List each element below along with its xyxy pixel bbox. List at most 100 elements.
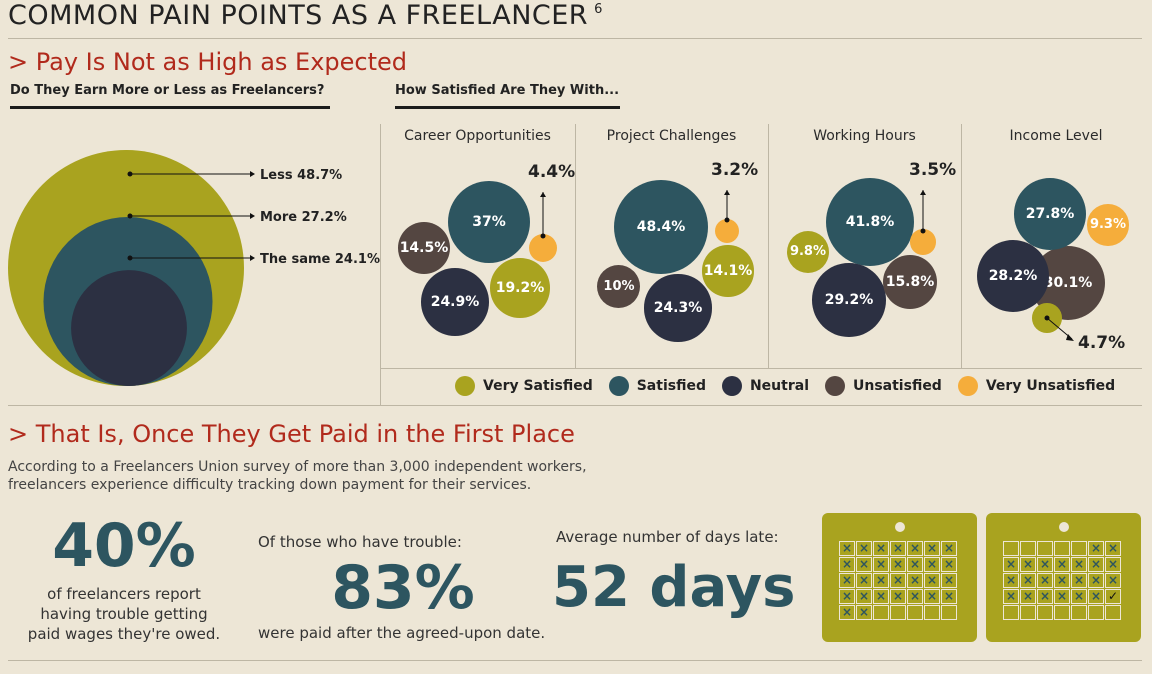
leader-arrow [250,171,255,177]
leader-svg [540,192,546,239]
calendar-day [1071,605,1087,620]
calendar-day: × [1071,557,1087,572]
calendar-day: × [941,573,957,588]
legend-swatch [455,376,475,396]
calendar-day [873,605,889,620]
leader-arrow [920,190,926,195]
calendar-day [1003,541,1019,556]
earn-same-circle [71,270,187,386]
bubble-neutral: 24.9% [421,268,489,336]
calendar-day: × [1054,573,1070,588]
bubble-label: 41.8% [845,213,895,230]
calendar-day [941,605,957,620]
calendar-day: × [890,557,906,572]
satisfaction-chart: Career Opportunities 37% 24.9% 19.2% 14.5% 4.… [380,124,1152,368]
bubble-unsatisfied: 15.8% [882,254,938,310]
legend-swatch [721,376,742,396]
bubble-very-satisfied: 9.8% [786,230,830,274]
leader-svg [724,190,730,223]
calendar-day: × [1020,573,1036,588]
stat1-caption: of freelancers report having trouble get… [8,584,240,644]
bottom-divider [8,660,1142,661]
outside-value-label: 4.4% [528,162,576,182]
calendar-day [1054,541,1070,556]
bubble-very-satisfied: 14.1% [702,245,754,297]
bubble-label: 15.8% [885,273,935,290]
calendar-day: × [941,557,957,572]
bubble-label: 9.8% [789,244,827,260]
calendar-day: × [941,589,957,604]
outside-value-label: 3.2% [711,160,759,180]
chart-baseline [380,368,1142,369]
bubble-label: 37% [472,213,506,230]
bubble-label: 48.4% [636,218,686,235]
column-divider [575,124,576,368]
calendar-month-1: × × × × × × × × × × × × × × × × × × × × × × × × × × × × × × [822,513,977,642]
legend-label: Unsatisfied [853,378,942,394]
bubble-label: 29.2% [824,291,874,308]
caption-line: having trouble getting [40,605,208,623]
bubble-label: 14.1% [703,262,753,279]
calendar-day: × [873,557,889,572]
caption-line: paid wages they're owed. [27,625,221,643]
title-footnote: 6 [594,2,603,17]
calendar-day: × [890,589,906,604]
calendar-day: × [1037,573,1053,588]
calendar-day: × [839,589,855,604]
leader-dot [1044,315,1050,321]
group-title: Career Opportunities [404,128,551,144]
calendar-ring-icon [895,522,905,532]
calendar-day: × [890,541,906,556]
calendar-day: × [907,573,923,588]
earn-same-label: The same 24.1% [260,252,380,267]
left-subhead: Do They Earn More or Less as Freelancers… [10,83,325,98]
calendar-day: × [1071,589,1087,604]
leader-arrow [540,192,546,197]
calendar-day: × [941,541,957,556]
calendar-day: × [856,573,872,588]
calendar-day: × [907,589,923,604]
column-divider [961,124,962,368]
bubble-very-unsatisfied: 9.3% [1087,204,1129,246]
calendar-day: × [924,541,940,556]
calendar-day: × [839,573,855,588]
left-subhead-underline [10,106,330,109]
leader-dot [540,233,546,239]
bubble-label: 10% [603,279,635,295]
outside-value-label: 4.7% [1078,333,1126,353]
bubble-satisfied: 41.8% [826,178,914,266]
calendar-day: × [1071,573,1087,588]
satisfaction-group-3: Income Level 30.1% 28.2% 27.8% 9.3% 4.7% [961,124,1151,368]
calendar-day: × [856,605,872,620]
leader-dot [920,228,926,234]
legend-item-very-unsatisfied: Very Unsatisfied [957,376,1115,396]
calendar-day: × [890,573,906,588]
calendar-day: × [1105,557,1121,572]
section2-intro: According to a Freelancers Union survey … [8,458,587,494]
bubble-neutral: 28.2% [976,239,1050,313]
bubble-very-satisfied: 19.2% [490,258,550,318]
calendar-day: × [839,557,855,572]
earnings-chart: Less 48.7% More 27.2% The same 24.1% [0,110,380,400]
calendar-day [907,605,923,620]
satisfaction-group-1: Project Challenges 48.4% 24.3% 14.1% 10% 3.2% [575,124,768,368]
stat-52-days: 52 days [552,555,796,620]
intro-line: freelancers experience difficulty tracki… [8,477,532,493]
bubble-satisfied: 27.8% [1014,178,1086,250]
calendar-month-2: × × × × × × × × × × × × × × × × × × × × × × ✓ [986,513,1141,642]
caption-line: of freelancers report [47,585,201,603]
legend-item-unsatisfied: Unsatisfied [825,376,942,396]
bubble-very-unsatisfied [910,229,936,255]
calendar-day [1037,605,1053,620]
bubble-label: 19.2% [495,279,545,296]
calendar-day: × [839,541,855,556]
stat3-pre: Average number of days late: [556,528,779,546]
calendar-ring-icon [1059,522,1069,532]
calendar-day: × [907,557,923,572]
bubble-label: 28.2% [988,267,1038,284]
calendar-day: × [1088,573,1104,588]
leader-arrow [724,190,730,195]
calendar-day: × [924,557,940,572]
legend-swatch [957,376,978,396]
bubble-very-unsatisfied [714,218,740,244]
